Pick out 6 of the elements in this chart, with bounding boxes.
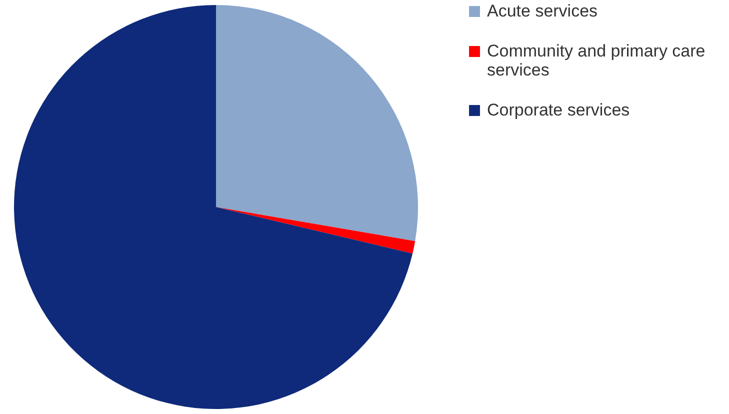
legend-label: Corporate services <box>487 100 630 120</box>
legend-label: Acute services <box>487 2 598 20</box>
pie-slice <box>216 207 416 254</box>
legend-label: Community and primary care services <box>487 42 706 80</box>
pie-slice <box>216 5 418 242</box>
pie-slice <box>14 5 413 409</box>
